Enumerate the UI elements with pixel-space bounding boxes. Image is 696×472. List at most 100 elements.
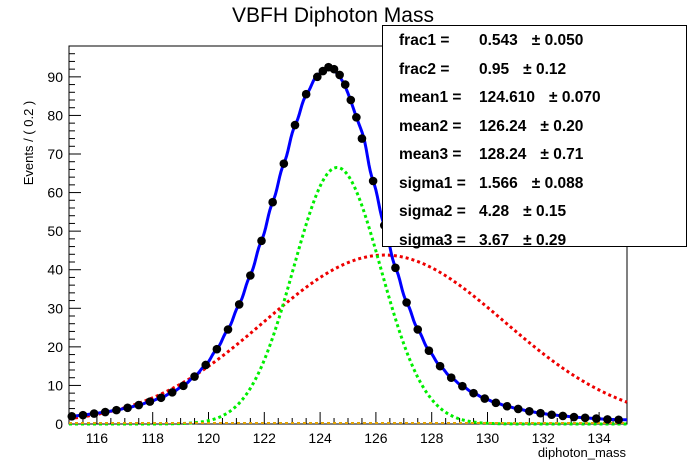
x-tick-label: 132 — [532, 430, 556, 446]
y-tick-label: 90 — [47, 69, 63, 85]
x-tick-label: 118 — [142, 430, 165, 446]
parameter-error: ± 0.070 — [549, 89, 601, 106]
parameter-value: 0.95 — [479, 60, 510, 78]
data-point — [190, 372, 199, 381]
data-point — [513, 404, 523, 414]
x-tick-label: 122 — [253, 430, 277, 446]
fit-parameter-row: sigma3 = 3.67 ± 0.29 — [399, 232, 566, 250]
y-tick-label: 40 — [47, 262, 63, 278]
fit-parameter-row: sigma2 = 4.28 ± 0.15 — [399, 203, 566, 221]
data-point — [502, 401, 512, 411]
data-point — [112, 405, 121, 415]
data-point — [352, 113, 361, 122]
data-point — [78, 410, 88, 420]
y-tick-label: 70 — [47, 146, 63, 162]
data-point — [134, 400, 144, 410]
data-point — [313, 72, 322, 82]
fit-parameters-box: frac1 = 0.543 ± 0.050 frac2 = 0.95 ± 0.12 mean… — [382, 25, 687, 250]
x-tick-label: 116 — [86, 430, 109, 446]
data-point — [580, 413, 590, 423]
gaussian-3-curve — [68, 253, 628, 421]
data-point — [290, 120, 300, 130]
x-tick-label: 126 — [364, 430, 388, 446]
chart-title: VBFH Diphoton Mass — [232, 4, 434, 27]
y-tick-label: 50 — [47, 223, 63, 239]
parameter-error: ± 0.088 — [531, 174, 584, 192]
data-point — [368, 176, 378, 186]
data-point — [234, 300, 244, 309]
data-point — [335, 70, 344, 80]
data-point — [435, 361, 445, 371]
data-point — [268, 197, 277, 207]
parameter-error: ± 0.12 — [523, 60, 567, 78]
fit-parameter-row: frac2 = 0.95 ± 0.12 — [399, 61, 566, 79]
y-tick-label: 10 — [47, 377, 63, 393]
data-point — [536, 408, 545, 418]
data-point — [491, 398, 501, 408]
data-point — [100, 407, 110, 417]
parameter-value: 124.610 — [479, 89, 536, 106]
data-point — [156, 393, 166, 403]
data-point — [469, 388, 478, 398]
x-tick-label: 130 — [476, 430, 500, 446]
x-tick-label: 120 — [197, 430, 221, 446]
data-point — [346, 95, 356, 105]
fit-parameter-row: sigma1 = 1.566 ± 0.088 — [399, 175, 583, 193]
data-point — [569, 412, 579, 422]
x-tick-label: 134 — [587, 430, 611, 446]
data-point — [89, 409, 99, 418]
data-point — [391, 263, 400, 273]
data-point — [413, 325, 423, 334]
data-point — [223, 325, 233, 334]
fit-parameter-row: mean3 = 128.24 ± 0.71 — [399, 146, 583, 164]
data-point — [340, 80, 350, 89]
data-point — [329, 64, 339, 74]
y-tick-label: 0 — [55, 416, 63, 432]
x-tick-label: 128 — [420, 430, 444, 446]
parameter-name: mean1 = — [399, 89, 462, 106]
data-point — [480, 394, 490, 403]
data-point — [402, 298, 411, 307]
data-point — [257, 236, 266, 246]
parameter-value: 1.566 — [479, 174, 518, 192]
data-point — [458, 381, 467, 391]
data-point — [212, 344, 222, 354]
data-point — [558, 411, 568, 421]
x-axis: 116 118 120 122 124 126 128 130 132 134 — [68, 412, 628, 446]
parameter-value: 4.28 — [479, 203, 510, 220]
parameter-value: 126.24 — [479, 117, 527, 135]
parameter-value: 0.543 — [479, 32, 518, 49]
data-point — [592, 414, 601, 423]
data-point — [301, 89, 311, 99]
data-point — [246, 271, 255, 280]
parameter-name: sigma2 = — [399, 203, 466, 220]
y-tick-label: 30 — [47, 300, 63, 316]
parameter-name: mean2 = — [399, 117, 462, 135]
parameter-value: 128.24 — [479, 146, 527, 163]
x-axis-label: diphoton_mass — [538, 445, 627, 460]
y-tick-label: 60 — [47, 185, 63, 201]
parameter-name: sigma3 = — [399, 231, 466, 249]
y-tick-label: 80 — [47, 107, 63, 123]
data-point — [424, 346, 434, 356]
data-point — [201, 360, 211, 370]
data-point — [525, 406, 534, 416]
data-point — [357, 134, 367, 143]
fit-parameter-row: frac1 = 0.543 ± 0.050 — [399, 32, 583, 50]
parameter-name: frac2 = — [399, 60, 450, 78]
data-points — [67, 62, 623, 425]
y-tick-label: 20 — [47, 339, 63, 355]
x-tick-label: 124 — [308, 430, 332, 446]
data-point — [614, 415, 623, 425]
parameter-name: sigma1 = — [399, 174, 466, 192]
data-point — [167, 388, 177, 397]
data-point — [603, 415, 612, 424]
data-point — [67, 411, 77, 421]
data-point — [123, 403, 132, 413]
y-axis-label: Events / ( 0.2 ) — [21, 101, 36, 186]
parameter-error: ± 0.20 — [540, 117, 584, 135]
fit-parameter-row: mean2 = 126.24 ± 0.20 — [399, 118, 583, 136]
y-axis: 0 10 20 30 40 50 60 70 80 90 — [47, 45, 81, 432]
data-point — [547, 410, 556, 420]
